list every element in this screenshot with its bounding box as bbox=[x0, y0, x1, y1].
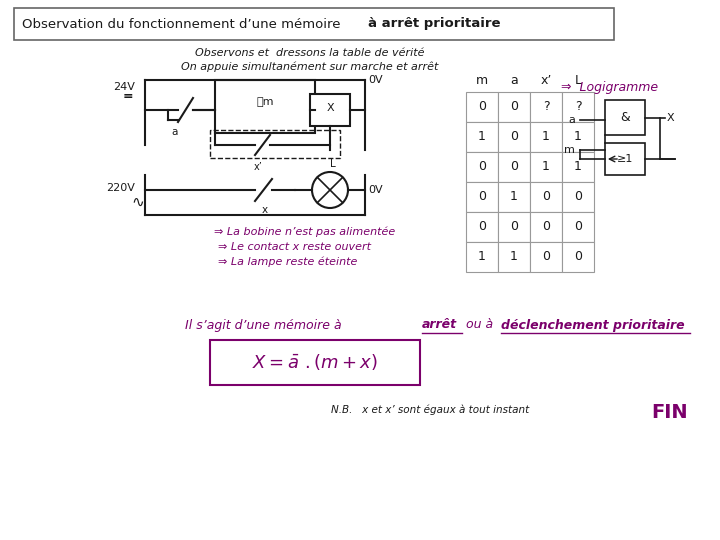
Text: 0: 0 bbox=[478, 160, 486, 173]
Text: ⇒  Logigramme: ⇒ Logigramme bbox=[562, 80, 659, 93]
Text: ⇒ La lampe reste éteinte: ⇒ La lampe reste éteinte bbox=[218, 256, 358, 267]
Text: 0: 0 bbox=[574, 191, 582, 204]
Text: On appuie simultanément sur marche et arrêt: On appuie simultanément sur marche et ar… bbox=[181, 62, 438, 72]
Text: 24V: 24V bbox=[113, 82, 135, 92]
Text: &: & bbox=[620, 111, 630, 124]
Text: a: a bbox=[172, 127, 178, 137]
Bar bbox=[498, 122, 530, 152]
Text: 0: 0 bbox=[478, 100, 486, 113]
Text: ?: ? bbox=[543, 100, 549, 113]
Bar bbox=[605, 143, 645, 175]
Bar bbox=[605, 100, 645, 135]
Text: Observation du fonctionnement d’une mémoire: Observation du fonctionnement d’une mémo… bbox=[22, 17, 345, 30]
Text: 0V: 0V bbox=[368, 75, 382, 85]
Bar bbox=[530, 152, 562, 182]
Text: 1: 1 bbox=[510, 251, 518, 264]
Bar bbox=[562, 212, 594, 242]
Bar bbox=[466, 122, 498, 152]
Text: 1: 1 bbox=[574, 160, 582, 173]
Text: 0: 0 bbox=[574, 220, 582, 233]
Text: ≥1: ≥1 bbox=[617, 154, 633, 164]
Text: ?: ? bbox=[575, 100, 581, 113]
Bar bbox=[530, 242, 562, 272]
Text: 1: 1 bbox=[478, 131, 486, 144]
Bar bbox=[466, 92, 498, 122]
Text: x’: x’ bbox=[253, 162, 262, 172]
Text: ⇒ La bobine n’est pas alimentée: ⇒ La bobine n’est pas alimentée bbox=[215, 227, 395, 237]
Bar bbox=[466, 152, 498, 182]
Text: L: L bbox=[575, 73, 582, 86]
Text: 0: 0 bbox=[510, 131, 518, 144]
Text: 0V: 0V bbox=[368, 185, 382, 195]
Text: 0: 0 bbox=[510, 100, 518, 113]
Bar bbox=[310, 94, 350, 126]
Bar bbox=[14, 8, 614, 40]
Bar bbox=[498, 242, 530, 272]
Text: FIN: FIN bbox=[652, 402, 688, 422]
Text: Il s’agit d’une mémoire à: Il s’agit d’une mémoire à bbox=[185, 319, 346, 332]
Text: 1: 1 bbox=[478, 251, 486, 264]
Text: 1: 1 bbox=[542, 160, 550, 173]
Text: m: m bbox=[476, 73, 488, 86]
Text: a: a bbox=[568, 115, 575, 125]
Bar bbox=[562, 152, 594, 182]
Bar bbox=[215, 80, 315, 133]
Text: 0: 0 bbox=[542, 191, 550, 204]
Text: déclenchement prioritaire: déclenchement prioritaire bbox=[501, 319, 685, 332]
Text: 0: 0 bbox=[542, 220, 550, 233]
Bar bbox=[466, 242, 498, 272]
Bar bbox=[466, 182, 498, 212]
Text: ⎺m: ⎺m bbox=[256, 98, 274, 107]
Bar bbox=[530, 212, 562, 242]
Text: Observons et  dressons la table de vérité: Observons et dressons la table de vérité bbox=[195, 48, 425, 58]
Bar bbox=[562, 122, 594, 152]
Bar bbox=[498, 212, 530, 242]
Text: 220V: 220V bbox=[106, 183, 135, 193]
Bar bbox=[562, 182, 594, 212]
Text: 0: 0 bbox=[510, 160, 518, 173]
Text: X: X bbox=[667, 113, 675, 123]
Text: ∿: ∿ bbox=[132, 194, 145, 210]
Bar bbox=[466, 212, 498, 242]
Bar bbox=[562, 92, 594, 122]
Text: L: L bbox=[330, 159, 336, 169]
Text: à arrêt prioritaire: à arrêt prioritaire bbox=[368, 17, 500, 30]
Text: 0: 0 bbox=[510, 220, 518, 233]
Text: 0: 0 bbox=[542, 251, 550, 264]
Text: a: a bbox=[510, 73, 518, 86]
Bar bbox=[498, 182, 530, 212]
Text: 0: 0 bbox=[478, 191, 486, 204]
Text: x: x bbox=[262, 205, 268, 215]
Bar bbox=[210, 130, 340, 158]
Bar bbox=[530, 92, 562, 122]
Text: N.B.   x et x’ sont égaux à tout instant: N.B. x et x’ sont égaux à tout instant bbox=[331, 405, 529, 415]
Text: x’: x’ bbox=[540, 73, 552, 86]
Text: 1: 1 bbox=[542, 131, 550, 144]
Bar bbox=[498, 152, 530, 182]
Text: m: m bbox=[564, 145, 575, 155]
Bar bbox=[530, 182, 562, 212]
Text: ou à: ou à bbox=[462, 319, 497, 332]
Text: =: = bbox=[122, 91, 133, 104]
Text: 0: 0 bbox=[478, 220, 486, 233]
Text: ⇒ Le contact x reste ouvert: ⇒ Le contact x reste ouvert bbox=[218, 242, 372, 252]
Text: 1: 1 bbox=[510, 191, 518, 204]
Bar bbox=[498, 92, 530, 122]
Text: 0: 0 bbox=[574, 251, 582, 264]
Text: 1: 1 bbox=[574, 131, 582, 144]
Bar bbox=[562, 242, 594, 272]
Text: $\it{X = \bar{a}\ .(m + x)}$: $\it{X = \bar{a}\ .(m + x)}$ bbox=[252, 353, 378, 373]
Text: X: X bbox=[326, 103, 334, 113]
Bar bbox=[210, 340, 420, 385]
Text: arrêt: arrêt bbox=[422, 319, 457, 332]
Bar bbox=[530, 122, 562, 152]
